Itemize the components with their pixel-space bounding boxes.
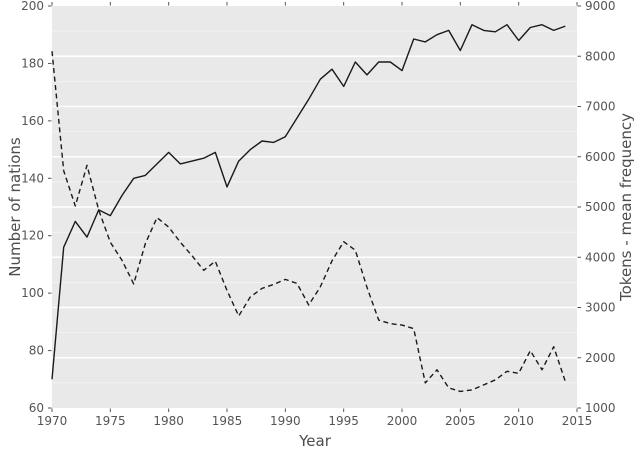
y-left-tick-label: 160	[21, 114, 44, 128]
y-right-tick-label: 4000	[585, 250, 616, 264]
x-tick-label: 2005	[445, 414, 476, 428]
x-tick-label: 1980	[153, 414, 184, 428]
x-tick-label: 2000	[387, 414, 418, 428]
y-left-tick-label: 100	[21, 286, 44, 300]
y-left-tick-label: 140	[21, 171, 44, 185]
y-left-tick-label: 80	[29, 344, 44, 358]
dashed-line-series	[51, 51, 566, 393]
y-left-tick-label: 200	[21, 0, 44, 13]
x-tick-label: 2010	[503, 414, 534, 428]
x-tick-label: 1985	[212, 414, 243, 428]
y-right-tick-label: 7000	[585, 100, 616, 114]
y-right-tick-label: 6000	[585, 150, 616, 164]
y-left-tick-label: 120	[21, 229, 44, 243]
x-tick-label: 1990	[270, 414, 301, 428]
y-left-tick-label: 180	[21, 56, 44, 70]
x-tick-label: 1970	[37, 414, 68, 428]
x-tick-label: 1995	[328, 414, 359, 428]
y-right-tick-label: 1000	[585, 401, 616, 415]
solid-line-series	[51, 24, 566, 380]
y-right-tick-label: 5000	[585, 200, 616, 214]
x-tick-label: 1975	[95, 414, 126, 428]
y-right-tick-label: 9000	[585, 0, 616, 13]
x-tick-label: 2015	[562, 414, 593, 428]
y-right-tick-label: 3000	[585, 301, 616, 315]
y-left-tick-label: 60	[29, 401, 44, 415]
y-right-tick-label: 2000	[585, 351, 616, 365]
y-right-tick-label: 8000	[585, 49, 616, 63]
